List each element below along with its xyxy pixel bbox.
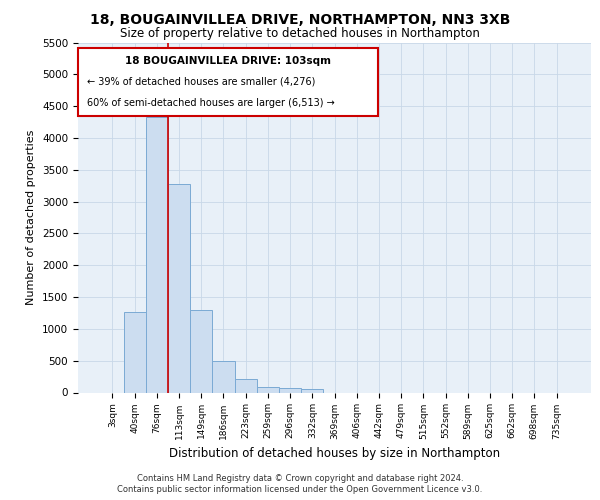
FancyBboxPatch shape (78, 48, 378, 116)
Bar (124, 312, 146, 392)
Text: 18, BOUGAINVILLEA DRIVE, NORTHAMPTON, NN3 3XB: 18, BOUGAINVILLEA DRIVE, NORTHAMPTON, NN… (90, 12, 510, 26)
Bar (190, 310, 212, 392)
Bar (301, 388, 323, 392)
Bar (168, 184, 190, 392)
Text: ← 39% of detached houses are smaller (4,276): ← 39% of detached houses are smaller (4,… (87, 77, 315, 87)
Bar (235, 379, 257, 392)
Bar (212, 362, 235, 392)
Bar (146, 117, 168, 392)
X-axis label: Distribution of detached houses by size in Northampton: Distribution of detached houses by size … (169, 447, 500, 460)
Bar (257, 387, 279, 392)
Text: 60% of semi-detached houses are larger (6,513) →: 60% of semi-detached houses are larger (… (87, 98, 334, 108)
Text: Size of property relative to detached houses in Northampton: Size of property relative to detached ho… (120, 28, 480, 40)
Bar (279, 388, 301, 392)
Text: 18 BOUGAINVILLEA DRIVE: 103sqm: 18 BOUGAINVILLEA DRIVE: 103sqm (125, 56, 331, 66)
Text: Contains HM Land Registry data © Crown copyright and database right 2024.
Contai: Contains HM Land Registry data © Crown c… (118, 474, 482, 494)
Y-axis label: Number of detached properties: Number of detached properties (26, 130, 37, 305)
